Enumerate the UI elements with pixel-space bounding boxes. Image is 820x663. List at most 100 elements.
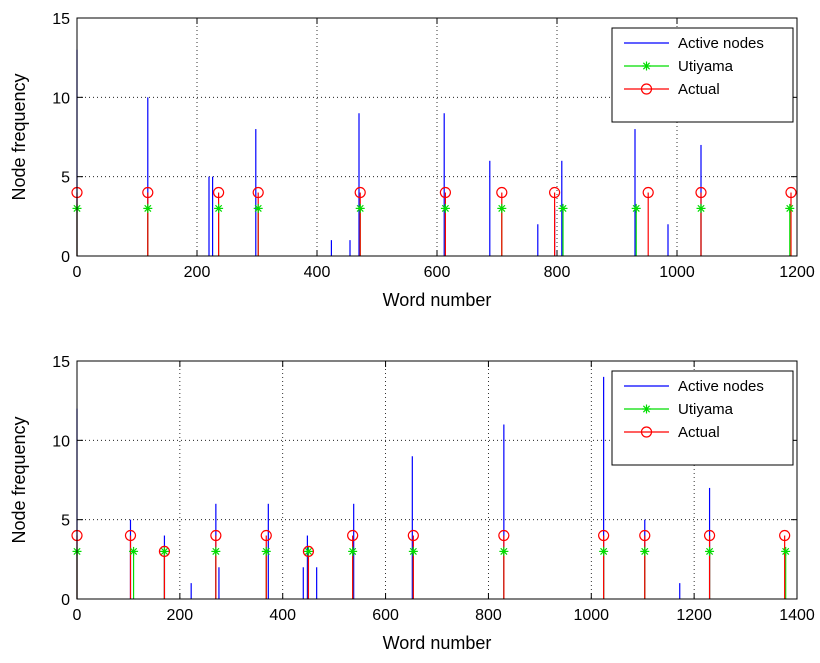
marker-utiyama — [640, 546, 650, 556]
asterisk-stroke — [600, 547, 608, 555]
chart-bottom: 0 200 400 600 800 1000 1200 1400 0 5 10 15 Word numb… — [9, 354, 815, 653]
chart-top: 0 200 400 600 800 1000 1200 0 5 10 15 Word number No… — [9, 11, 815, 310]
marker-utiyama — [696, 203, 706, 213]
x-tick-label: 1200 — [676, 607, 712, 624]
asterisk-stroke — [144, 204, 152, 212]
marker-utiyama — [129, 546, 139, 556]
asterisk-stroke — [632, 204, 640, 212]
asterisk-stroke — [262, 547, 270, 555]
marker-utiyama — [785, 203, 795, 213]
legend-marker-asterisk — [642, 404, 651, 414]
y-tick-label: 0 — [61, 592, 70, 609]
marker-utiyama — [599, 546, 609, 556]
x-tick-label: 1400 — [779, 607, 815, 624]
marker-actual — [439, 186, 451, 199]
marker-actual — [703, 529, 716, 542]
x-tick-label: 1200 — [779, 264, 815, 281]
asterisk-stroke — [782, 547, 790, 555]
x-axis-label: Word number — [383, 633, 492, 653]
x-tick-label: 0 — [73, 607, 82, 624]
y-tick-label: 15 — [52, 11, 70, 28]
x-tick-label: 600 — [372, 607, 399, 624]
marker-utiyama — [253, 203, 263, 213]
asterisk-stroke — [304, 547, 313, 555]
axes-frame — [76, 360, 798, 600]
y-tick-label: 0 — [61, 249, 70, 266]
y-axis-label: Node frequency — [9, 73, 29, 200]
marker-actual — [496, 186, 508, 199]
y-tick-label: 10 — [52, 433, 70, 450]
marker-utiyama — [214, 203, 224, 213]
x-axis-label: Word number — [383, 290, 492, 310]
asterisk-stroke — [212, 547, 220, 555]
asterisk-stroke — [642, 405, 651, 413]
marker-actual — [785, 186, 797, 199]
marker-actual — [695, 186, 707, 199]
marker-actual — [213, 186, 225, 199]
x-tick-label: 200 — [167, 607, 194, 624]
y-tick-label: 10 — [52, 90, 70, 107]
asterisk-stroke — [705, 547, 714, 555]
asterisk-stroke — [254, 204, 262, 212]
marker-utiyama — [261, 546, 271, 556]
x-tick-label: 1000 — [573, 607, 609, 624]
asterisk-stroke — [642, 62, 651, 70]
marker-actual — [354, 186, 366, 199]
marker-actual — [124, 529, 137, 542]
x-tick-label: 400 — [304, 264, 331, 281]
legend-label: Active nodes — [678, 35, 764, 52]
marker-actual — [260, 529, 272, 542]
legend: Active nodes Utiyama Actual — [611, 27, 794, 123]
asterisk-stroke — [697, 204, 705, 212]
x-tick-label: 0 — [73, 264, 82, 281]
x-tick-label: 800 — [475, 607, 502, 624]
asterisk-stroke — [786, 204, 794, 212]
asterisk-stroke — [498, 204, 506, 212]
marker-utiyama — [558, 203, 568, 213]
y-tick-label: 5 — [61, 170, 70, 187]
legend: Active nodes Utiyama Actual — [611, 370, 794, 466]
asterisk-stroke — [409, 547, 417, 555]
legend-label: Utiyama — [678, 401, 734, 418]
x-tick-label: 400 — [269, 607, 296, 624]
marker-utiyama — [781, 546, 791, 556]
legend-label: Actual — [678, 424, 720, 441]
y-tick-label: 5 — [61, 513, 70, 530]
marker-utiyama — [355, 203, 365, 213]
marker-utiyama — [499, 546, 509, 556]
legend-box — [611, 27, 794, 123]
marker-utiyama — [303, 546, 313, 556]
marker-utiyama — [440, 203, 450, 213]
marker-actual — [158, 545, 171, 558]
legend-label: Actual — [678, 81, 720, 98]
marker-actual — [639, 529, 651, 542]
marker-utiyama — [408, 546, 418, 556]
marker-actual — [210, 529, 222, 542]
asterisk-stroke — [215, 204, 223, 212]
asterisk-stroke — [500, 547, 508, 555]
legend-marker-circle — [640, 426, 653, 438]
marker-utiyama — [705, 546, 715, 556]
asterisk-stroke — [356, 204, 364, 212]
marker-utiyama — [497, 203, 507, 213]
y-tick-label: 15 — [52, 354, 70, 371]
marker-actual — [498, 529, 510, 542]
legend-marker-asterisk — [642, 61, 651, 71]
asterisk-stroke — [441, 204, 449, 212]
legend-label: Utiyama — [678, 58, 734, 75]
marker-actual — [642, 186, 654, 199]
marker-actual — [548, 186, 561, 199]
marker-actual — [142, 186, 154, 199]
marker-utiyama — [348, 546, 358, 556]
marker-utiyama — [143, 203, 153, 213]
asterisk-stroke — [641, 547, 649, 555]
x-tick-label: 200 — [184, 264, 211, 281]
legend-label: Active nodes — [678, 378, 764, 395]
legend-marker-circle — [640, 83, 653, 95]
marker-utiyama — [159, 546, 169, 556]
x-tick-label: 800 — [544, 264, 571, 281]
y-axis-label: Node frequency — [9, 416, 29, 543]
asterisk-stroke — [559, 204, 567, 212]
marker-utiyama — [211, 546, 221, 556]
